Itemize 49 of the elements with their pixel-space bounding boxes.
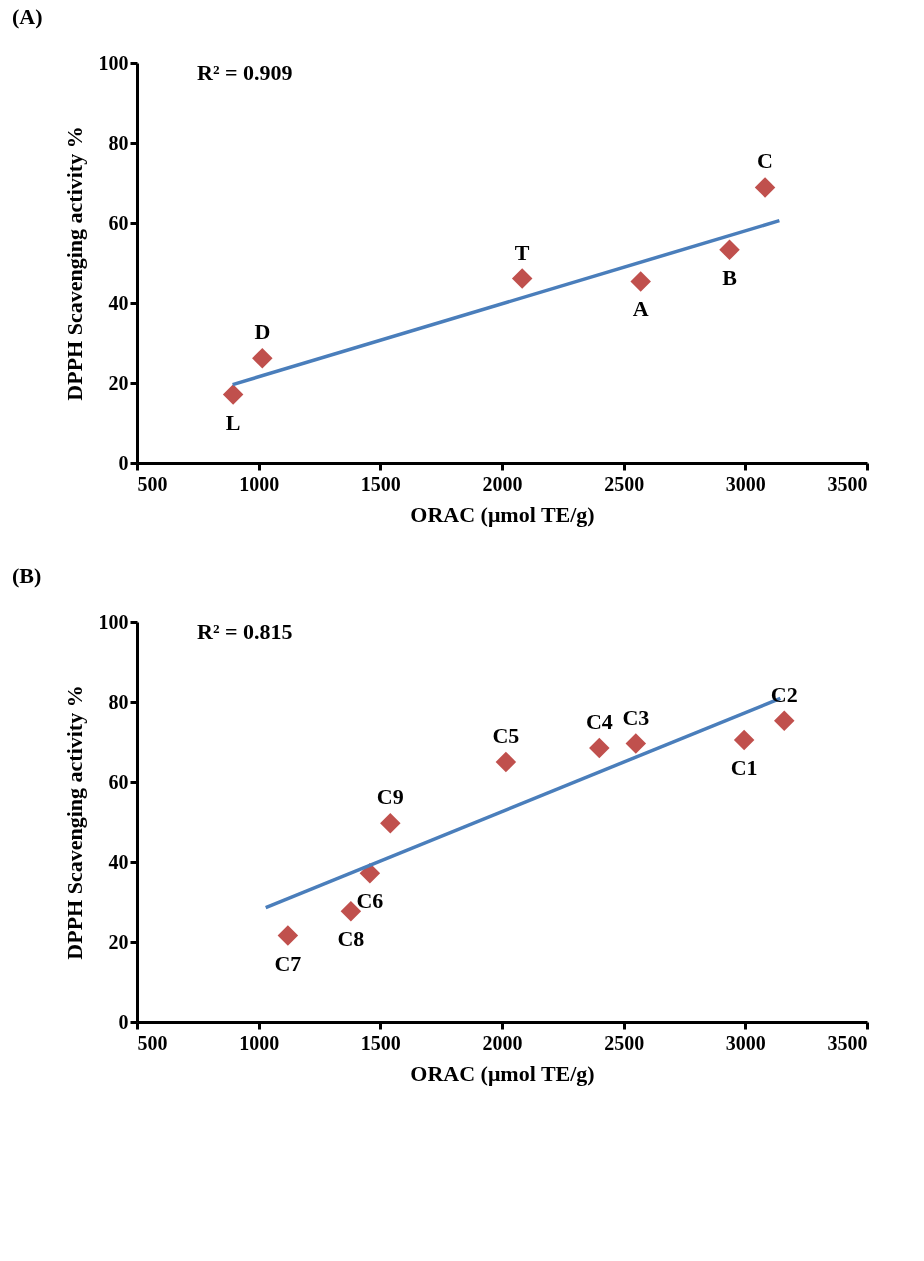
annotation: C8 — [337, 926, 365, 952]
x-tick-label: 1500 — [360, 472, 401, 495]
annotation: R² = 0.815 — [197, 619, 293, 644]
y-tick-label: 20 — [108, 930, 129, 953]
annotation: C5 — [492, 723, 520, 748]
x-tick-label: 3000 — [725, 1031, 766, 1054]
x-axis-title: ORAC (μmol TE/g) — [410, 1060, 595, 1086]
annotation: T — [514, 239, 530, 265]
y-tick-label: 40 — [108, 850, 129, 873]
annotation: C4 — [585, 709, 613, 734]
annotation: C — [757, 148, 773, 174]
x-tick-label: 1000 — [239, 472, 280, 495]
y-tick-label: 80 — [108, 690, 129, 713]
y-tick-label: 0 — [118, 1010, 129, 1033]
x-tick-label: 3000 — [725, 472, 766, 495]
chart-title: (B) — [12, 563, 42, 588]
y-tick-label: 20 — [108, 371, 129, 394]
annotation: L — [225, 409, 241, 435]
annotation: C2 — [770, 681, 798, 707]
annotation: C3 — [622, 704, 650, 730]
y-tick-label: 100 — [98, 610, 129, 633]
annotation: A — [632, 296, 649, 322]
annotation: C7 — [274, 950, 302, 976]
x-tick-label: 2000 — [482, 1031, 523, 1054]
x-tick-label: 500 — [137, 472, 168, 495]
y-tick-label: 60 — [108, 770, 129, 793]
y-tick-label: 80 — [108, 131, 129, 154]
x-tick-label: 3500 — [827, 472, 868, 495]
x-axis-title: ORAC (μmol TE/g) — [410, 501, 595, 527]
x-tick-label: 1000 — [239, 1031, 280, 1054]
x-tick-label: 2000 — [482, 472, 523, 495]
annotation: B — [722, 264, 738, 290]
annotation: C9 — [376, 784, 404, 810]
y-axis-title: DPPH Scavenging activity % — [61, 685, 87, 960]
x-tick-label: 3500 — [827, 1031, 868, 1054]
annotation: R² = 0.909 — [197, 60, 293, 85]
y-tick-label: 40 — [108, 291, 129, 314]
x-tick-label: 500 — [137, 1031, 168, 1054]
y-tick-label: 100 — [98, 51, 129, 74]
x-tick-label: 1500 — [360, 1031, 401, 1054]
y-tick-label: 0 — [118, 451, 129, 474]
x-tick-label: 2500 — [604, 1031, 645, 1054]
x-tick-label: 2500 — [604, 472, 645, 495]
annotation: D — [254, 319, 271, 345]
annotation: C1 — [730, 755, 758, 780]
y-axis-title: DPPH Scavenging activity % — [61, 126, 87, 401]
chart-title: (A) — [12, 4, 43, 29]
annotation: C6 — [356, 888, 384, 914]
y-tick-label: 60 — [108, 211, 129, 234]
